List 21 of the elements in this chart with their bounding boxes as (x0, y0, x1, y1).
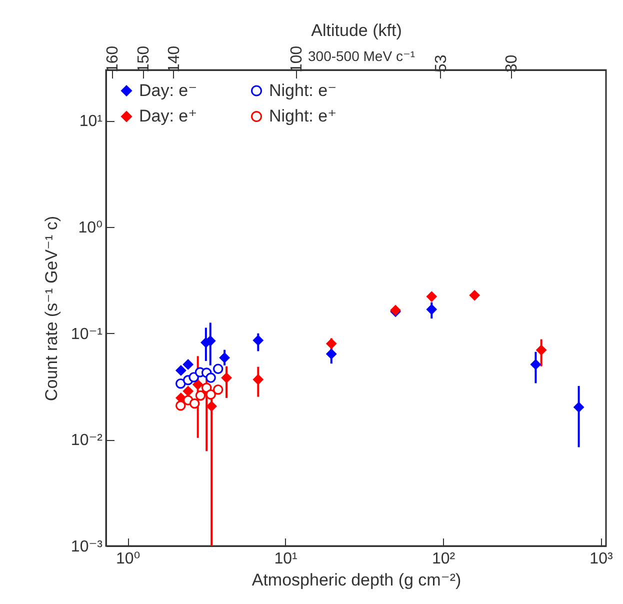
x-axis-title: Atmospheric depth (g cm⁻²) (252, 570, 462, 590)
x-tick-label: 10¹ (274, 550, 298, 568)
legend-label: Day: e⁺ (139, 106, 198, 126)
legend-label: Night: e⁻ (269, 80, 337, 100)
text: 300-500 MeV c⁻¹ (308, 48, 416, 64)
y-tick-label: 10⁻¹ (70, 326, 102, 343)
x2-tick-label: 150 (135, 46, 152, 72)
y-tick-label: 10⁻³ (70, 538, 104, 556)
y-axis-title: Count rate (s⁻¹ GeV⁻¹ c) (42, 216, 61, 402)
x2-axis-title: Altitude (kft) (311, 20, 402, 40)
y-tick-label: 10¹ (79, 113, 102, 130)
y-tick-label: 10⁰ (78, 220, 102, 237)
x2-tick-label: 100 (288, 46, 306, 72)
x2-tick-label: 160 (104, 46, 122, 72)
x-tick-label: 10⁰ (116, 550, 140, 568)
x-tick-label: 10² (432, 550, 456, 568)
legend-label: Day: e⁻ (139, 80, 198, 100)
x2-tick-label: 140 (166, 46, 183, 72)
legend-label: Night: e⁺ (269, 106, 337, 126)
y-tick-label: 10⁻² (70, 432, 104, 450)
x-tick-label: 10³ (590, 550, 614, 568)
